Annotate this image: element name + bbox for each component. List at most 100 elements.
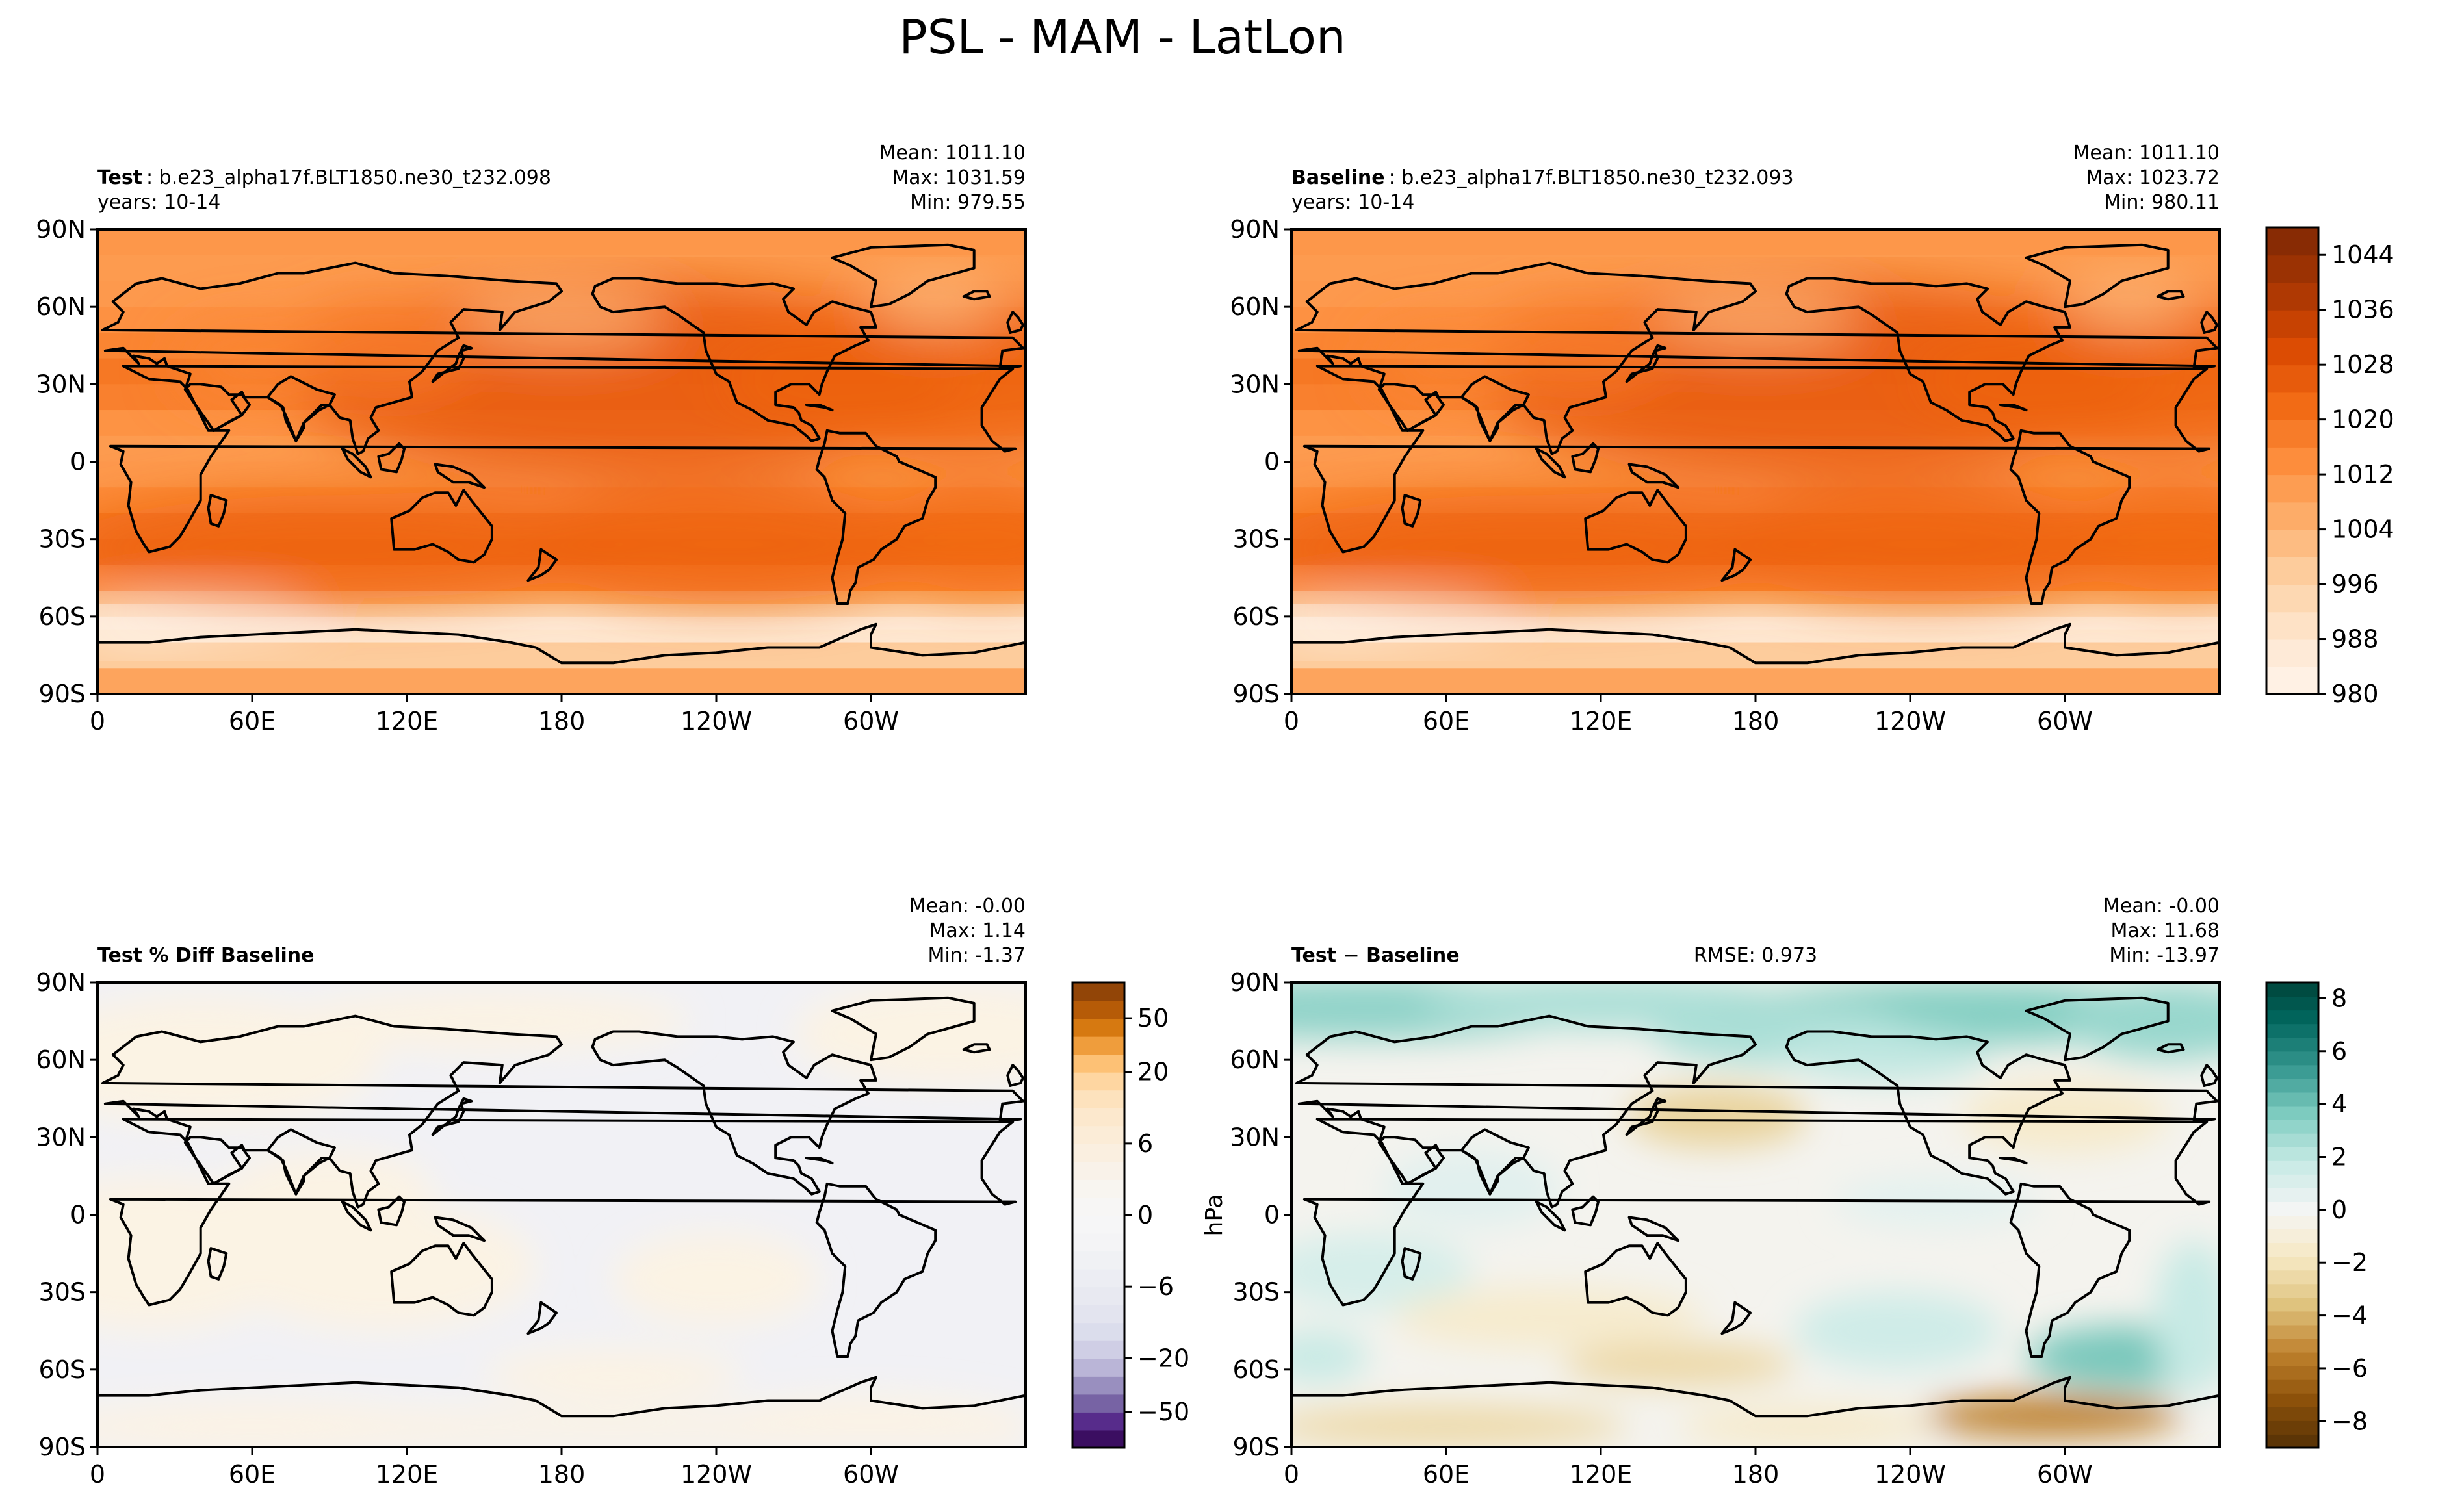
psl-high (291, 299, 472, 392)
diff-negative-anomaly (1626, 1085, 1808, 1148)
psl-band (1291, 629, 2220, 643)
colorbar-tick-label: −6 (1137, 1272, 1174, 1301)
coastline-eurasia (1295, 261, 2218, 455)
coastline-madagascar (1401, 1247, 1422, 1281)
colorbar-swatch (2266, 1297, 2318, 1312)
coastline-japan (431, 344, 473, 383)
colorbar-swatch (2266, 1051, 2318, 1066)
coastline-eurasia (1295, 1014, 2218, 1209)
colorbar-swatch (1072, 1143, 1124, 1162)
colorbar-swatch (2266, 1010, 2318, 1025)
psl-high (2065, 487, 2220, 591)
coastline-samerica (2009, 1182, 2131, 1358)
psl-high (1484, 299, 1666, 392)
lon-tick-label: 0 (1284, 1460, 1299, 1489)
lon-tick-label: 180 (1732, 1460, 1780, 1489)
psl-low (458, 294, 665, 346)
lon-tick-label: 120W (680, 707, 752, 736)
panel-stat: Min: 980.11 (2104, 191, 2220, 214)
colorbar-swatch (1072, 1394, 1124, 1413)
lon-tick-label: 0 (90, 1460, 105, 1489)
lat-tick-label: 30S (1233, 525, 1280, 554)
diff-negative-anomaly (1562, 1344, 1795, 1385)
coastline-africa (109, 365, 1017, 554)
colorbar-tick-label: 1036 (2331, 296, 2394, 324)
colorbar-swatch (1072, 1322, 1124, 1341)
colorbar-tick-label: −6 (2331, 1354, 2368, 1383)
coastline-greenland (2025, 243, 2170, 309)
diff-anomaly-group (1291, 982, 2220, 1447)
lon-tick-label: 180 (1732, 707, 1780, 736)
colorbar-swatch (2266, 1023, 2318, 1038)
colorbar-swatch (1072, 1018, 1124, 1037)
coastline-madagascar (207, 494, 228, 528)
colorbar-swatch (2266, 666, 2318, 695)
colorbar-swatch (1072, 1125, 1124, 1144)
colorbar-swatch (2266, 1173, 2318, 1188)
colorbar-swatch (2266, 1078, 2318, 1093)
colorbar-swatch (2266, 1201, 2318, 1216)
coastline-japan (1625, 344, 1667, 383)
lon-tick-label: 120W (1874, 707, 1946, 736)
colorbar-swatch (1072, 1304, 1124, 1324)
panel-title-bold: Test % Diff Baseline (97, 944, 315, 967)
colorbar-swatch (2266, 365, 2318, 393)
colorbar-tick-label: 8 (2331, 984, 2347, 1012)
coastline-samerica (815, 1182, 937, 1358)
field-pctdiff (97, 982, 1026, 1447)
lat-tick-label: 60S (39, 1355, 86, 1384)
pct-positive-anomaly (226, 1150, 433, 1228)
colorbar-swatch (1072, 1179, 1124, 1198)
coastline-cuba (805, 1157, 834, 1165)
lon-tick-label: 120E (1570, 1460, 1633, 1489)
coastline-madagascar (207, 1247, 228, 1281)
colorbar-swatch (1072, 1215, 1124, 1234)
coastline-eurasia (101, 1014, 1024, 1209)
colorbar-swatch (2266, 1433, 2318, 1448)
lat-tick-label: 30N (1230, 370, 1280, 398)
pct-positive-anomaly (278, 990, 691, 1053)
colorbar-tick-label: 1012 (2331, 460, 2394, 489)
psl-band (1291, 229, 2220, 256)
coastline-africa (1302, 365, 2211, 554)
coastline-sumatra (341, 447, 372, 479)
coastline-borneo (377, 442, 406, 474)
colorbar-swatch (2266, 1037, 2318, 1052)
lat-tick-label: 30S (39, 1278, 86, 1307)
coastline-nz (526, 1301, 558, 1335)
psl-high (1291, 495, 1821, 599)
coastline-greenland (831, 996, 976, 1062)
colorbar-swatch (1072, 1411, 1124, 1431)
coastline-arabia (183, 383, 251, 432)
colorbar-label: hPa (1201, 1194, 1228, 1237)
diff-positive-anomaly (1381, 1150, 1562, 1228)
colorbar-tick-label: −4 (2331, 1301, 2368, 1330)
field-baseline (1291, 229, 2220, 694)
colorbar-swatch (2266, 1406, 2318, 1421)
colorbar-swatch (2266, 1187, 2318, 1202)
pct-antarctic-band (97, 1408, 1026, 1447)
colorbar-swatch (2266, 982, 2318, 997)
panel-stat: Min: -13.97 (2109, 944, 2220, 967)
lat-tick-label: 90N (1230, 215, 1280, 244)
colorbar-swatch (1072, 1000, 1124, 1019)
panel-stat: Min: 979.55 (910, 191, 1026, 214)
panel-title: Test % Diff Baseline (97, 944, 315, 967)
coastline-antarctica (97, 1376, 1026, 1447)
lon-tick-label: 60W (843, 1460, 899, 1489)
panel-stat: Max: 1031.59 (892, 166, 1026, 189)
diff-positive-anomaly (2155, 1240, 2220, 1396)
colorbar-swatch (2266, 1133, 2318, 1147)
colorbar-swatch (2266, 1392, 2318, 1407)
colorbar-swatch (2266, 1215, 2318, 1230)
coastline-namerica (591, 277, 877, 442)
colorbar-swatch (2266, 419, 2318, 448)
panel-stat: Min: -1.37 (928, 944, 1026, 967)
psl-low (871, 275, 1000, 327)
coastline-samerica (815, 429, 937, 605)
colorbar-swatch (1072, 1161, 1124, 1180)
pct-positive-anomaly (613, 1233, 820, 1326)
coastline-borneo (377, 1195, 406, 1227)
panel-stat: Max: 1023.72 (2086, 166, 2220, 189)
